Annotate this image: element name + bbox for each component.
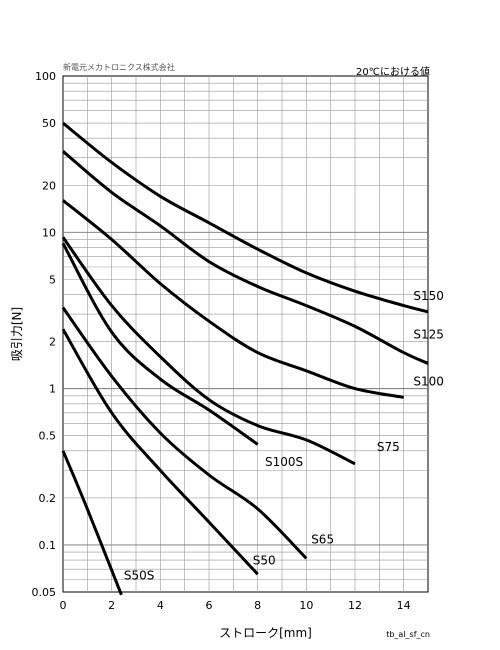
x-tick-label: 4 bbox=[157, 599, 164, 612]
x-tick-label: 2 bbox=[108, 599, 115, 612]
series-label-s125: S125 bbox=[413, 327, 444, 341]
series-label-s50s: S50S bbox=[124, 569, 155, 583]
series-line-s150 bbox=[62, 121, 429, 314]
y-tick-label: 50 bbox=[42, 117, 56, 130]
company-name: 新電元メカトロニクス株式会社 bbox=[63, 63, 175, 72]
x-tick-label: 10 bbox=[299, 599, 313, 612]
y-axis-label: 吸引力[N] bbox=[10, 307, 24, 361]
series-label-s50: S50 bbox=[253, 553, 276, 567]
y-tick-label: 0.2 bbox=[39, 492, 57, 505]
temperature-condition: 20℃における値 bbox=[356, 67, 430, 78]
y-tick-label: 0.5 bbox=[39, 430, 57, 443]
y-tick-label: 0.1 bbox=[39, 539, 57, 552]
y-tick-label: 2 bbox=[49, 336, 56, 349]
y-tick-label: 5 bbox=[49, 273, 56, 286]
series-label-s100s: S100S bbox=[265, 455, 303, 469]
series-line-s100 bbox=[62, 199, 404, 399]
plot-frame bbox=[62, 75, 429, 593]
series-label-s75: S75 bbox=[377, 440, 400, 454]
series-label-s65: S65 bbox=[311, 533, 334, 547]
y-tick-label: 20 bbox=[42, 179, 56, 192]
x-tick-label: 0 bbox=[60, 599, 67, 612]
series-line-s65 bbox=[61, 306, 308, 560]
y-tick-label: 100 bbox=[35, 70, 56, 83]
x-tick-label: 6 bbox=[206, 599, 213, 612]
series-line-s75 bbox=[61, 236, 356, 466]
x-tick-label: 8 bbox=[254, 599, 261, 612]
x-tick-label: 12 bbox=[348, 599, 362, 612]
series-line-s100s bbox=[61, 242, 259, 446]
y-tick-label: 0.05 bbox=[32, 586, 57, 599]
x-tick-label: 14 bbox=[397, 599, 411, 612]
chart-code: tb_al_sf_cn bbox=[386, 630, 430, 639]
series-line-s125 bbox=[62, 150, 429, 365]
series-label-s100: S100 bbox=[413, 374, 444, 388]
x-axis-label: ストローク[mm] bbox=[219, 626, 312, 640]
y-tick-label: 1 bbox=[49, 383, 56, 396]
series-line-s50 bbox=[61, 328, 259, 576]
series-label-s150: S150 bbox=[413, 289, 444, 303]
series-line-s50s bbox=[61, 450, 123, 596]
y-tick-label: 10 bbox=[42, 226, 56, 239]
